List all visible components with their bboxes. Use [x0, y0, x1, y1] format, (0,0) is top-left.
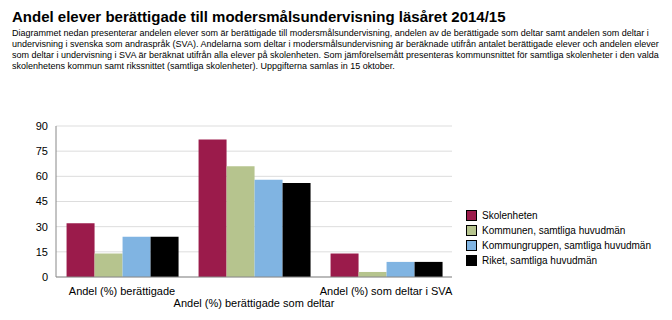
- svg-text:75: 75: [36, 145, 48, 157]
- svg-text:Andel (%) som deltar i SVA: Andel (%) som deltar i SVA: [320, 285, 453, 297]
- svg-text:45: 45: [36, 195, 48, 207]
- svg-text:60: 60: [36, 170, 48, 182]
- html-text:Riket, samtliga huvudmän: Riket, samtliga huvudmän: [482, 255, 598, 266]
- svg-text:90: 90: [36, 120, 48, 132]
- svg-text:0: 0: [42, 271, 48, 283]
- html-text:Skolenheten: Skolenheten: [482, 210, 538, 221]
- html-text:Kommungruppen, samtliga huvudm: Kommungruppen, samtliga huvudmän: [482, 240, 651, 251]
- svg-text:15: 15: [36, 246, 48, 258]
- svg-text:30: 30: [36, 221, 48, 233]
- html-text:Kommunen, samtliga huvudmän: Kommunen, samtliga huvudmän: [482, 225, 626, 236]
- svg-text:Andel (%) berättigade som delt: Andel (%) berättigade som deltar: [174, 297, 335, 309]
- html-text:Andel elever berättigade till: Andel elever berättigade till modersmåls…: [12, 8, 506, 25]
- svg-text:Andel (%) berättigade: Andel (%) berättigade: [69, 285, 175, 297]
- html-text:Diagrammet nedan presenterar a: Diagrammet nedan presenterar andelen ele…: [12, 28, 659, 71]
